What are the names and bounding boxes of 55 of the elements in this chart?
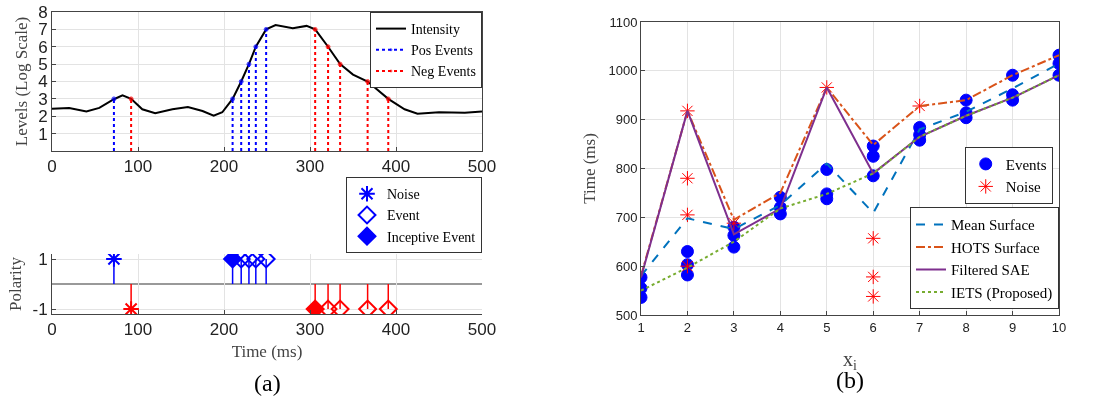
legend-label: Events (1005, 156, 1047, 173)
y-tick-label: 900 (615, 112, 638, 128)
y-tick-label: 700 (615, 209, 638, 225)
legend-label: Pos Events (411, 43, 473, 59)
legend-label: IETS (Proposed) (951, 284, 1053, 302)
x-tick-label: 0 (47, 320, 57, 340)
y-tick-label: 1000 (608, 63, 638, 79)
y-tick-label: 3 (38, 89, 48, 109)
x-tick-label: 4 (776, 319, 784, 335)
y-tick-label: 1 (38, 249, 48, 269)
x-tick-label: 8 (962, 319, 970, 335)
y-tick-label: 500 (615, 307, 638, 323)
y-tick-label: -1 (32, 299, 48, 319)
x-tick-label: 3 (730, 319, 738, 335)
legend-label: Noise (387, 187, 420, 203)
y-tick-label: 8 (38, 2, 48, 22)
x-tick-label: 200 (209, 320, 239, 340)
legend-label: Event (387, 208, 420, 224)
x-tick-label: 9 (1008, 319, 1017, 335)
x-tick-label: 500 (467, 157, 497, 177)
legend-label: Noise (1005, 179, 1042, 196)
y-tick-label: 2 (38, 107, 48, 127)
y-axis-title: Polarity (6, 256, 26, 311)
x-tick-label: 400 (381, 157, 411, 177)
legend-label: Neg Events (411, 64, 476, 80)
text: (a) (254, 370, 281, 396)
x-tick-label: 500 (467, 320, 497, 340)
legend-label: Intensity (411, 22, 460, 38)
y-tick-label: 4 (38, 72, 48, 92)
x-tick-label: 200 (209, 157, 239, 177)
x-tick-label: 6 (869, 319, 877, 335)
y-tick-label: 1 (38, 124, 48, 144)
y-axis-title: Levels (Log Scale) (11, 16, 31, 147)
x-tick-label: 100 (123, 320, 153, 340)
legend-label: HOTS Surface (951, 239, 1041, 256)
y-tick-label: 7 (38, 20, 48, 40)
x-tick-label: 300 (295, 157, 325, 177)
x-tick-label: 300 (295, 320, 325, 340)
y-tick-label: 600 (615, 258, 638, 274)
x-tick-label: 100 (123, 157, 153, 177)
x-tick-label: 7 (916, 319, 924, 335)
x-tick-label: 10 (1051, 319, 1067, 335)
x-tick-label: 0 (47, 157, 57, 177)
x-tick-label: 400 (381, 320, 411, 340)
x-tick-label: 2 (683, 319, 692, 335)
x-tick-label: 5 (823, 319, 831, 335)
legend-label: Inceptive Event (387, 229, 476, 245)
x-axis-title: Time (ms) (231, 341, 303, 361)
y-tick-label: 6 (38, 37, 48, 57)
y-tick-label: 800 (615, 161, 638, 177)
legend-label: Filtered SAE (951, 262, 1030, 279)
y-tick-label: 1100 (609, 14, 638, 30)
legend-label: Mean Surface (951, 217, 1036, 234)
y-tick-label: 5 (38, 55, 48, 75)
y-axis-title: Time (ms) (580, 133, 599, 204)
